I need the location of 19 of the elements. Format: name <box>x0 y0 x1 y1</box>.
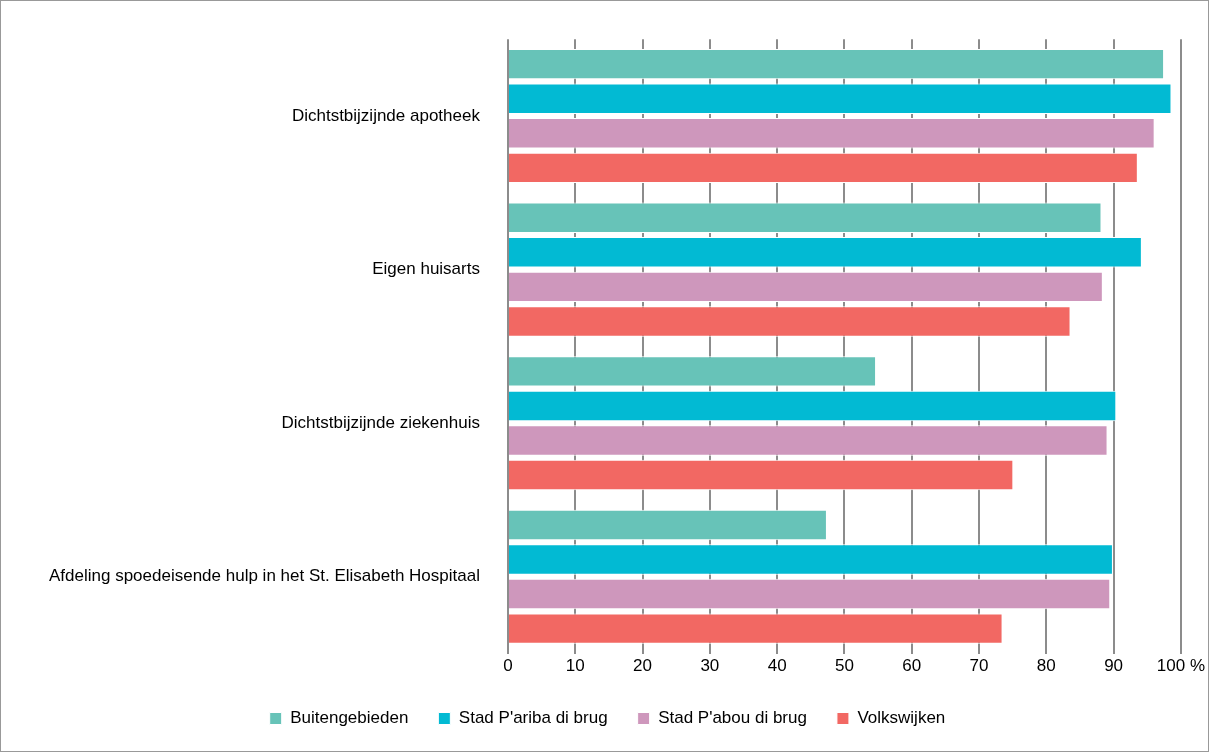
x-tick-label: 80 <box>1036 656 1056 676</box>
legend-label: Volkswijken <box>857 708 946 728</box>
x-tick-label: 10 <box>565 656 585 676</box>
x-tick-label: 90 <box>1104 656 1124 676</box>
x-tick-label: 40 <box>767 656 787 676</box>
y-tick-label: Dichtstbijzijnde apotheek <box>291 105 481 125</box>
x-tick-label: 30 <box>700 656 720 676</box>
legend-label: Stad P'abou di brug <box>658 708 807 728</box>
y-tick-label: Dichtstbijzijnde ziekenhuis <box>281 412 480 432</box>
y-tick-label: Afdeling spoedeisende hulp in het St. Elisabeth Hospitaal <box>48 566 480 586</box>
x-tick-label: 20 <box>633 656 653 676</box>
x-tick-label: 0 <box>503 656 513 676</box>
x-tick-label: 100 % <box>1156 656 1205 676</box>
legend-label: Stad P'ariba di brug <box>458 708 608 728</box>
x-tick-label: 60 <box>902 656 922 676</box>
legend-label: Buitengebieden <box>290 708 409 728</box>
x-tick-label: 50 <box>834 656 854 676</box>
x-tick-label: 70 <box>969 656 989 676</box>
y-tick-label: Eigen huisarts <box>372 259 480 279</box>
